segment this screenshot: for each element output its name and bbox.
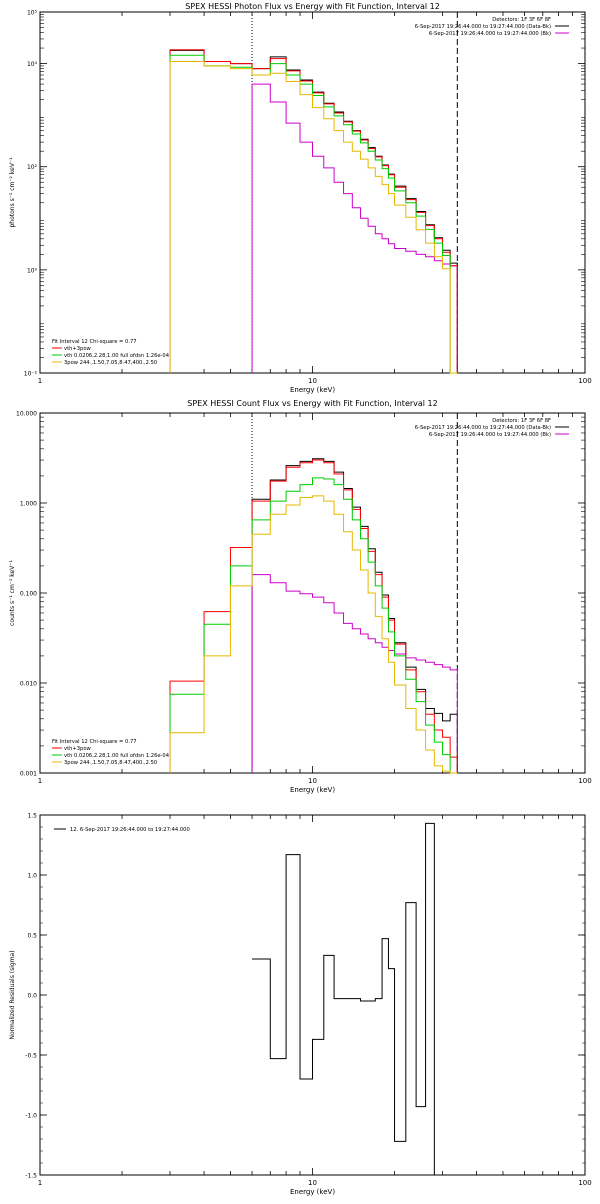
y-tick-label: 0.100 [20,591,37,598]
x-tick-label: 1 [38,377,42,385]
annotation-line: 6-Sep-2017 19:26:44.000 to 19:27:44.000 … [415,425,551,431]
series-0-histogram [251,458,458,773]
y-axis-label: photons s⁻¹ cm⁻² keV⁻¹ [9,157,16,228]
chart-panel-3: 1 10 100 Energy (keV) -1.5 -1.0 -0.5 0.0 0.5 1.0 1… [9,813,592,1197]
y-tick-label: 10⁰ [27,267,38,274]
fit-legend-header: Fit Interval 12 Chi-square = 0.77 [52,339,137,345]
chart-panel-1: SPEX HESSI Photon Flux vs Energy with Fi… [9,2,592,394]
annotation-line: 6-Sep-2017 19:26:44.000 to 19:27:44.000 … [429,31,551,37]
x-tick-label: 100 [578,1179,591,1187]
fit-legend-header: Fit Interval 12 Chi-square = 0.77 [52,739,137,745]
series-1-histogram [251,574,458,773]
chart-title: SPEX HESSI Count Flux vs Energy with Fit… [187,399,438,408]
fit-legend-entry: vth 0.0206,2.28,1.00 full ofdsn 1.26e-04 [64,353,170,359]
y-tick-label: 0.5 [27,933,37,940]
series-0-histogram [252,822,458,1176]
x-tick-label: 1 [38,777,42,785]
y-tick-label: -1.5 [25,1173,37,1180]
y-tick-label: 0.0 [27,993,37,1000]
series-4-histogram [169,495,458,774]
fit-legend-entry: 3pow 244.,1.50,7.05,8.47,400.,2.50 [64,760,157,766]
annotation-line: Detectors: 1F 3F 6F 8F [492,17,551,23]
annotation-line: 6-Sep-2017 19:26:44.000 to 19:27:44.000 … [429,432,551,438]
fit-legend-entry: 3pow 244.,1.50,7.05,8.47,400.,2.50 [64,360,157,366]
y-tick-label: 10² [27,164,38,171]
x-tick-label: 10 [308,377,317,385]
y-tick-label: 10⁵ [27,10,38,17]
series-4-histogram [169,60,458,374]
x-tick-label: 10 [308,777,317,785]
annotation-line: 6-Sep-2017 19:26:44.000 to 19:27:44.000 … [415,24,551,30]
y-tick-label: 1.000 [20,501,37,508]
y-axis-label: counts s⁻¹ cm⁻² keV⁻¹ [9,560,16,626]
x-axis-label: Energy (keV) [290,386,335,394]
y-tick-label: 10.000 [16,411,37,418]
x-tick-label: 100 [578,777,591,785]
y-tick-label: -1.0 [25,1113,37,1120]
legend-entry: 12. 6-Sep-2017 19:26:44.000 to 19:27:44.… [70,827,190,833]
fit-legend-entry: vth+3pow [64,346,92,352]
x-axis-label: Energy (keV) [290,786,335,794]
annotation-line: Detectors: 1F 3F 6F 8F [492,418,551,424]
y-tick-label: 10⁻² [24,371,38,378]
x-axis-label: Energy (keV) [290,1188,335,1196]
y-tick-label: 1.0 [27,873,37,880]
y-tick-label: 1.5 [27,813,37,820]
chart-title: SPEX HESSI Photon Flux vs Energy with Fi… [185,2,440,11]
fit-legend-entry: vth 0.0206,2.28,1.00 full ofdsn 1.26e-04 [64,753,170,759]
x-tick-label: 10 [308,1179,317,1187]
y-tick-label: 0.001 [20,771,37,778]
series-1-histogram [251,83,458,373]
x-tick-label: 100 [578,377,591,385]
chart-panel-2: SPEX HESSI Count Flux vs Energy with Fit… [9,399,592,794]
y-axis-label: Normalized Residuals (sigma) [9,950,16,1039]
y-tick-label: -0.5 [25,1053,37,1060]
fit-legend-entry: vth+3pow [64,746,92,752]
x-tick-label: 1 [38,1179,42,1187]
y-tick-label: 10⁴ [27,61,38,68]
y-tick-label: 0.010 [20,681,37,688]
